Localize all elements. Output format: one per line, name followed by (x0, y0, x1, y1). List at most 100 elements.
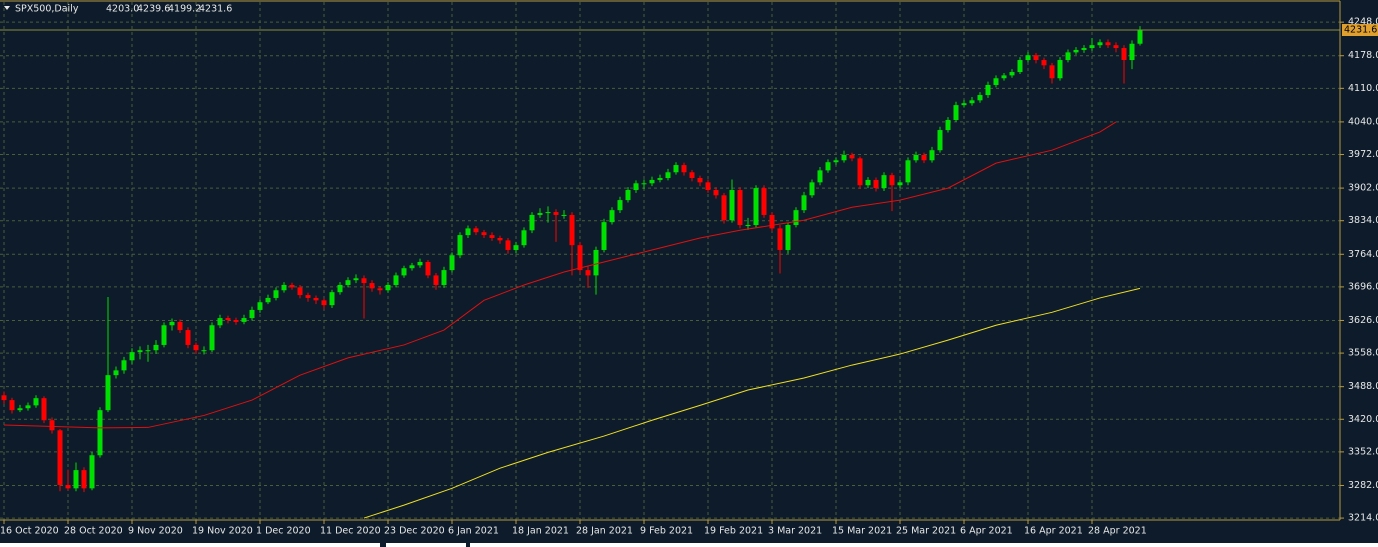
candle-body (1097, 42, 1103, 46)
x-tick-label: 1 Dec 2020 (256, 526, 311, 537)
candle-body (1121, 48, 1127, 61)
candle-body (961, 103, 967, 106)
candle-body (737, 190, 743, 226)
candle-body (193, 344, 199, 351)
candle-body (1049, 65, 1055, 79)
candle-body (801, 195, 807, 211)
candle-body (929, 150, 935, 161)
candle-body (209, 325, 215, 351)
candle-body (49, 420, 55, 431)
x-tick-label: 15 Mar 2021 (832, 526, 892, 537)
y-tick-label: 3626.0 (1348, 315, 1378, 326)
candle-body (97, 410, 103, 456)
moving-average (3, 121, 1117, 429)
tab[interactable] (470, 543, 1378, 547)
candle-body (881, 175, 887, 189)
y-tick-label: 3282.0 (1348, 480, 1378, 491)
candle-body (745, 225, 751, 227)
candle-body (865, 179, 871, 186)
candle-body (569, 214, 575, 246)
candle-body (1089, 45, 1095, 49)
candle-body (9, 400, 15, 411)
candle-body (561, 214, 567, 216)
candle-body (809, 182, 815, 196)
y-tick-label: 4178.0 (1348, 50, 1378, 61)
candle-body (673, 165, 679, 173)
candle-body (385, 284, 391, 291)
candle-body (913, 155, 919, 161)
candle-body (993, 78, 999, 85)
candle-body (593, 249, 599, 276)
candle-body (945, 119, 951, 131)
candle-body (985, 84, 991, 96)
candle-body (1025, 55, 1031, 61)
x-tick-label: 25 Mar 2021 (896, 526, 956, 537)
candle-body (489, 235, 495, 238)
y-tick-label: 3696.0 (1348, 281, 1378, 292)
candle-body (129, 352, 135, 361)
marks: 4231.6 (0, 24, 1378, 519)
candle-body (393, 275, 399, 285)
candle-body (969, 100, 975, 104)
tab[interactable] (0, 543, 380, 547)
candle-body (281, 284, 287, 291)
x-tick-label: 11 Dec 2020 (320, 526, 381, 537)
header-value: 4231.6 (199, 4, 232, 15)
candle-body (529, 214, 535, 231)
candle-body (609, 210, 615, 223)
candle-body (137, 350, 143, 353)
candle-body (617, 200, 623, 211)
candle-body (33, 398, 39, 406)
x-tick-label: 16 Oct 2020 (0, 526, 59, 537)
candle-body (225, 318, 231, 320)
candle-body (545, 212, 551, 214)
candle-body (289, 284, 295, 288)
x-tick-label: 9 Feb 2021 (640, 526, 693, 537)
candle-body (409, 265, 415, 269)
candle-body (553, 212, 559, 215)
candle-body (361, 278, 367, 284)
candle-body (433, 275, 439, 285)
candle-body (473, 228, 479, 233)
x-tick-label: 3 Mar 2021 (768, 526, 822, 537)
candle-body (425, 261, 431, 276)
y-tick-label: 3902.0 (1348, 183, 1378, 194)
candle-body (249, 309, 255, 319)
y-tick-label: 3488.0 (1348, 381, 1378, 392)
candle-body (121, 360, 127, 371)
candle-body (169, 321, 175, 326)
candle-body (585, 270, 591, 276)
candle-body (257, 302, 263, 310)
candle-body (233, 319, 239, 322)
candle-body (633, 183, 639, 191)
tab[interactable] (386, 543, 466, 547)
candle-body (705, 182, 711, 191)
candle-body (481, 232, 487, 236)
candle-body (105, 375, 111, 411)
candle-body (89, 455, 95, 489)
candle-body (753, 188, 759, 226)
menu-arrow[interactable] (4, 6, 10, 10)
candle-body (65, 484, 71, 489)
candle-body (657, 178, 663, 180)
candle-body (849, 155, 855, 159)
candle-body (689, 172, 695, 179)
candle-body (1041, 60, 1047, 66)
candle-body (641, 183, 647, 185)
candle-body (1017, 60, 1023, 73)
candle-body (265, 297, 271, 303)
candle-body (1081, 48, 1087, 50)
x-tick-label: 19 Nov 2020 (192, 526, 253, 537)
candle-body (513, 245, 519, 250)
candle-body (1137, 30, 1143, 44)
header-value: 4239.6 (137, 4, 170, 15)
x-tick-label: 23 Dec 2020 (384, 526, 445, 537)
candle-body (601, 222, 607, 250)
price-tag-bg (1342, 24, 1378, 37)
y-tick-label: 4040.0 (1348, 116, 1378, 127)
y-tick-label: 3764.0 (1348, 249, 1378, 260)
candle-body (665, 172, 671, 179)
candle-body (1065, 52, 1071, 61)
